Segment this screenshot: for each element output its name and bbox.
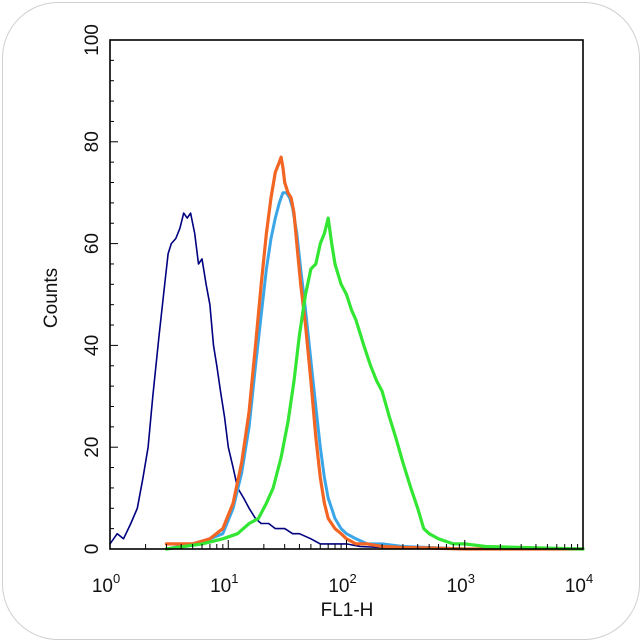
- y-tick-label: 80: [82, 131, 103, 152]
- y-tick-label: 20: [82, 437, 103, 458]
- y-tick-label: 100: [82, 24, 103, 56]
- series-layer: [109, 155, 585, 551]
- axis-ticks: [109, 39, 584, 550]
- series-line-1: [109, 212, 584, 550]
- series-line-4: [164, 216, 585, 551]
- y-tick-label: 60: [82, 233, 103, 254]
- x-tick-label: 103: [447, 571, 475, 597]
- y-tick-label: 0: [82, 544, 103, 555]
- x-axis-tick-labels: 100 101 102 103 104: [92, 571, 593, 597]
- y-axis-tick-labels: 0 20 40 60 80 100: [82, 24, 103, 554]
- x-tick-label: 104: [565, 571, 593, 597]
- x-tick-label: 102: [328, 571, 356, 597]
- y-axis-title: Counts: [41, 268, 62, 328]
- series-line-2: [164, 191, 585, 551]
- x-axis-title: FL1-H: [321, 600, 374, 621]
- series-line-3: [164, 155, 585, 551]
- x-tick-label: 101: [210, 571, 238, 597]
- y-tick-label: 40: [82, 335, 103, 356]
- x-tick-label: 100: [92, 571, 120, 597]
